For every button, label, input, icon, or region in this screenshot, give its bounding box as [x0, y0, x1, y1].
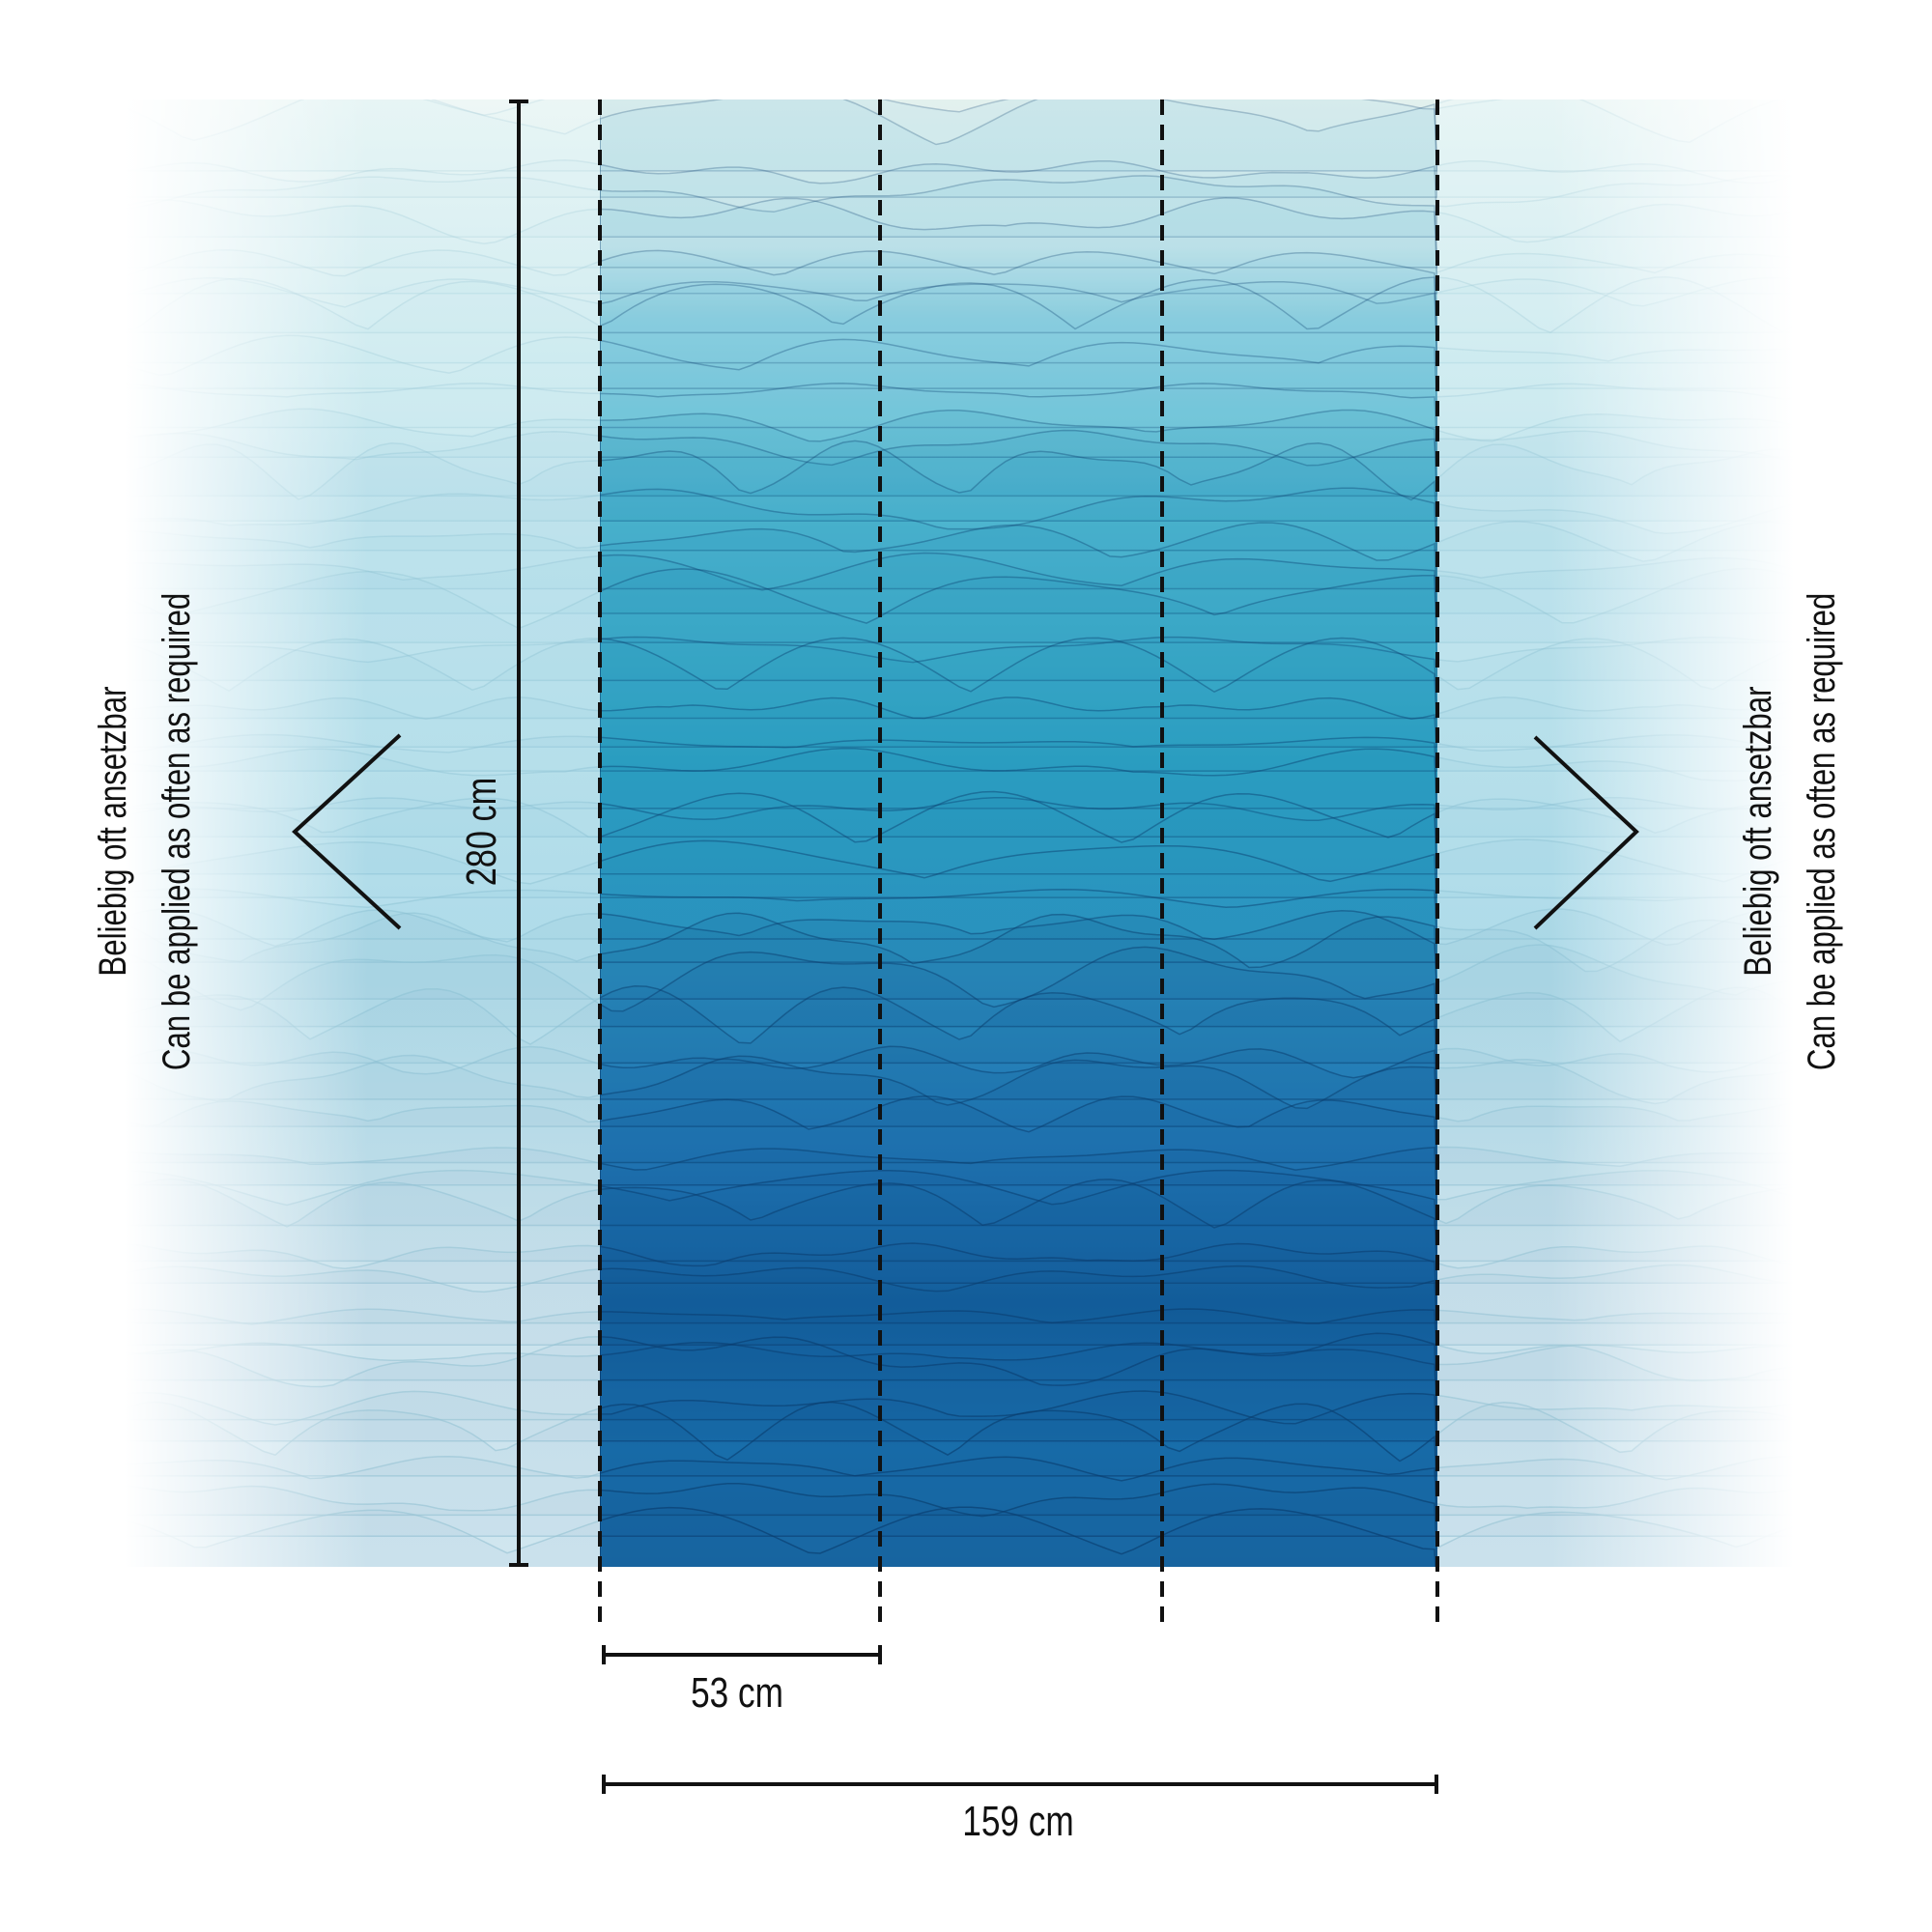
chevron-right-icon	[1533, 735, 1639, 930]
watercolor-ridge	[600, 409, 1437, 497]
watercolor-ridge	[600, 839, 1437, 940]
watercolor-ridge	[600, 1179, 1437, 1285]
chevron-left-icon	[292, 733, 402, 930]
watercolor-ridge	[600, 747, 1437, 838]
watercolor-ridge	[600, 1401, 1437, 1517]
watercolor-ridge	[600, 440, 1437, 552]
left-note: Beliebig oft ansetzbar Can be applied as…	[81, 526, 209, 1138]
watercolor-ridge	[600, 338, 1437, 429]
watercolor-ridge	[600, 1482, 1437, 1567]
right-note-line1: Beliebig oft ansetzbar	[1737, 686, 1779, 978]
watercolor-ridge	[600, 1095, 1437, 1186]
watercolor-ridge	[600, 790, 1437, 898]
watercolor-ridge	[600, 568, 1437, 682]
left-note-line2: Can be applied as often as required	[156, 592, 198, 1071]
watercolor-ridge	[600, 912, 1437, 1028]
height-label: 280 cm	[458, 777, 505, 887]
watercolor-ridge	[600, 159, 1437, 238]
watercolor-ridge	[600, 280, 1437, 364]
watercolor-ridge	[600, 197, 1437, 295]
watercolor-ridge	[600, 1456, 1437, 1537]
total-width-label: 159 cm	[962, 1798, 1074, 1845]
watercolor-ridge	[600, 175, 1437, 269]
watercolor-ridge	[600, 249, 1437, 334]
watercolor-ridge	[600, 99, 1437, 172]
watercolor-ridge	[600, 552, 1437, 643]
watercolor-ridge	[600, 696, 1437, 772]
left-note-line1: Beliebig oft ansetzbar	[92, 686, 134, 978]
watercolor-ridge	[600, 1045, 1437, 1127]
left-fade	[125, 99, 530, 1567]
watercolor-ridge	[600, 383, 1437, 459]
watercolor-ridge	[600, 1242, 1437, 1324]
watercolor-ridge	[600, 487, 1437, 590]
watercolor-ridge	[600, 636, 1437, 720]
watercolor-ridge	[600, 429, 1437, 523]
watercolor-ridge	[600, 888, 1437, 963]
watercolor-ridge	[600, 522, 1437, 614]
watercolor-ridge	[600, 1264, 1437, 1346]
watercolor-ridge	[600, 1147, 1437, 1227]
watercolor-ridge	[600, 1308, 1437, 1381]
watercolor-ridge	[600, 736, 1437, 810]
watercolor-ridge	[600, 637, 1437, 748]
right-fade	[1388, 99, 1794, 1567]
watercolor-ridge	[600, 1332, 1437, 1442]
right-note-line2: Can be applied as often as required	[1801, 592, 1843, 1071]
watercolor-ridge	[600, 1169, 1437, 1263]
watercolor-ridge	[600, 1506, 1436, 1567]
panel-width-label: 53 cm	[691, 1669, 783, 1717]
right-note: Beliebig oft ansetzbar Can be applied as…	[1726, 526, 1854, 1138]
watercolor-ridge	[600, 99, 1437, 198]
watercolor-ridge	[600, 909, 1437, 1000]
watercolor-ridge	[600, 276, 1437, 389]
watercolor-ridge	[600, 797, 1437, 875]
watercolor-ridge	[600, 984, 1437, 1100]
watercolor-ridge	[600, 1390, 1437, 1477]
watercolor-ridge	[600, 1341, 1437, 1421]
